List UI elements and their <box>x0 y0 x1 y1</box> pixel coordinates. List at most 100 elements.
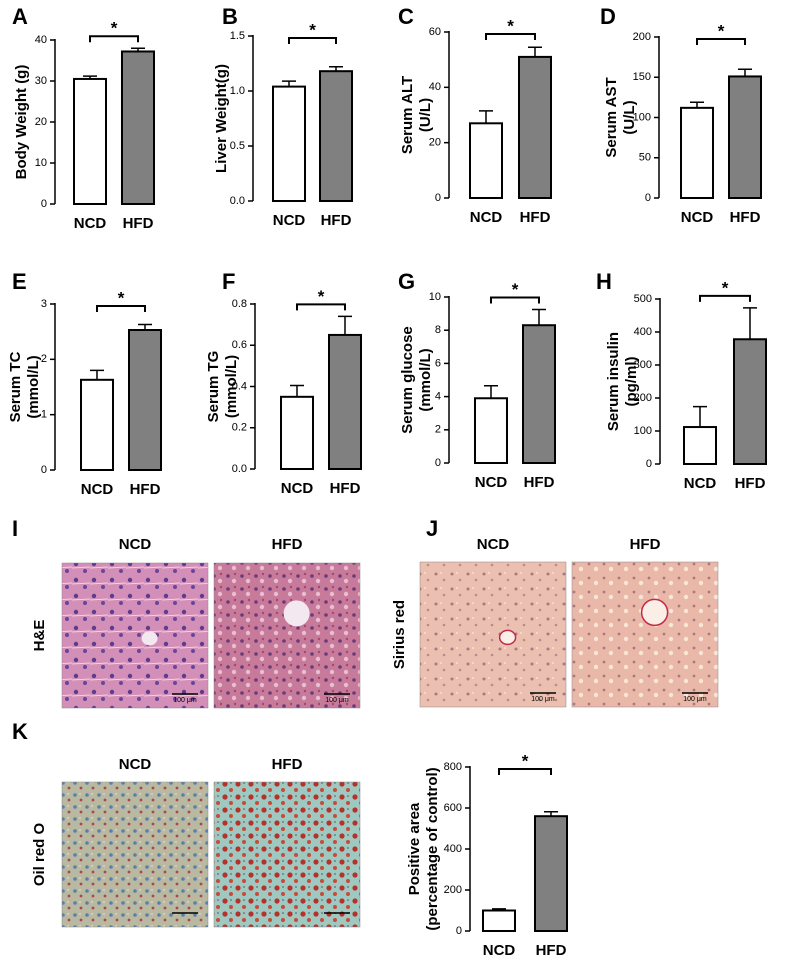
y-axis-label: Serum ALT <box>399 76 416 154</box>
x-tick-label: NCD <box>273 212 306 229</box>
error-bar <box>131 47 145 52</box>
y-tick-label: 0 <box>435 192 441 204</box>
error-bar <box>479 110 493 124</box>
y-tick-label: 6 <box>435 357 441 369</box>
panel-letter: I <box>12 516 18 541</box>
significance-star: * <box>512 280 519 299</box>
panel-letter: C <box>398 4 414 29</box>
x-tick-label: HFD <box>330 480 361 497</box>
y-tick-label: 0 <box>646 458 652 470</box>
error-bar <box>138 323 152 331</box>
significance-star: * <box>309 20 316 39</box>
x-tick-label: HFD <box>536 942 567 958</box>
y-axis-label: (U/L) <box>621 100 638 134</box>
y-tick-label: 100 <box>633 111 651 123</box>
vessel <box>141 631 158 646</box>
error-bar <box>738 68 752 77</box>
y-tick-label: 400 <box>444 843 462 855</box>
y-axis-label: Serum AST <box>603 77 620 157</box>
significance-bracket <box>296 303 346 311</box>
bar <box>121 50 155 206</box>
vessel <box>283 600 310 627</box>
y-tick-label: 0 <box>41 464 47 476</box>
y-axis-label: Serum TG <box>205 351 222 423</box>
y-tick-label: 0.6 <box>232 339 247 351</box>
y-tick-label: 300 <box>634 359 652 371</box>
x-tick-label: HFD <box>123 215 154 232</box>
row-label: Oil red O <box>31 823 48 887</box>
y-tick-label: 1.5 <box>230 30 245 42</box>
bar <box>328 333 362 470</box>
significance-bracket <box>96 305 146 312</box>
column-label: HFD <box>272 756 303 773</box>
micrograph <box>571 561 719 708</box>
error-bar <box>329 66 343 72</box>
y-axis-label: Serum glucose <box>399 326 416 434</box>
bar <box>469 122 503 199</box>
significance-star: * <box>722 278 729 297</box>
bar <box>482 909 516 932</box>
y-axis-label: (mmol/L) <box>25 355 42 418</box>
vessel <box>498 629 517 646</box>
row-label: H&E <box>31 620 48 652</box>
error-bar <box>528 46 542 57</box>
bar <box>73 77 107 205</box>
y-tick-label: 10 <box>429 291 441 303</box>
x-tick-label: HFD <box>520 209 551 226</box>
panel-letter: J <box>426 516 438 541</box>
x-tick-label: NCD <box>475 474 508 491</box>
x-tick-label: NCD <box>74 215 107 232</box>
significance-bracket <box>288 37 337 44</box>
significance-star: * <box>318 287 325 306</box>
scale-bar-label: 100 μm <box>325 697 349 704</box>
y-tick-label: 400 <box>634 326 652 338</box>
error-bar <box>83 75 97 79</box>
y-tick-label: 20 <box>429 137 441 149</box>
x-tick-label: NCD <box>684 475 717 492</box>
y-tick-label: 30 <box>35 75 47 87</box>
error-bar <box>484 385 498 399</box>
bar <box>733 338 767 466</box>
bar <box>272 85 306 202</box>
y-tick-label: 0 <box>41 198 47 210</box>
panel-letter: B <box>222 4 238 29</box>
significance-bracket <box>89 35 139 43</box>
x-tick-label: HFD <box>524 474 555 491</box>
significance-bracket <box>485 33 536 40</box>
y-tick-label: 50 <box>639 152 651 164</box>
y-tick-label: 500 <box>634 293 652 305</box>
error-bar <box>90 369 104 380</box>
error-bar <box>693 405 707 428</box>
error-bar <box>690 101 704 108</box>
error-bar <box>290 384 304 397</box>
scale-bar-label: 100 μm <box>173 697 197 704</box>
scale-bar-label: 100 μm <box>683 696 707 703</box>
x-tick-label: HFD <box>130 481 161 498</box>
x-tick-label: NCD <box>681 209 714 226</box>
micrograph <box>213 781 361 928</box>
y-tick-label: 0.2 <box>232 422 247 434</box>
panel-letter: A <box>12 4 28 29</box>
significance-bracket <box>696 38 746 45</box>
x-tick-label: NCD <box>281 480 314 497</box>
y-axis-label: Serum insulin <box>605 332 622 431</box>
x-tick-label: HFD <box>321 212 352 229</box>
y-tick-label: 200 <box>634 392 652 404</box>
y-tick-label: 0 <box>456 925 462 937</box>
panel-letter: K <box>12 719 28 744</box>
row-label: Sirius red <box>391 600 408 669</box>
significance-bracket <box>699 294 751 302</box>
vessel <box>640 598 669 627</box>
panel-letter: E <box>12 269 27 294</box>
bar <box>728 75 762 199</box>
scale-bar-label: 100 μm <box>531 696 555 703</box>
x-tick-label: HFD <box>730 209 761 226</box>
y-tick-label: 3 <box>41 298 47 310</box>
y-tick-label: 600 <box>444 802 462 814</box>
y-tick-label: 0.8 <box>232 298 247 310</box>
bar <box>80 378 114 472</box>
error-bar <box>492 908 506 911</box>
y-tick-label: 2 <box>435 424 441 436</box>
y-axis-label: (pg/ml) <box>623 357 640 407</box>
panel-letter: G <box>398 269 415 294</box>
